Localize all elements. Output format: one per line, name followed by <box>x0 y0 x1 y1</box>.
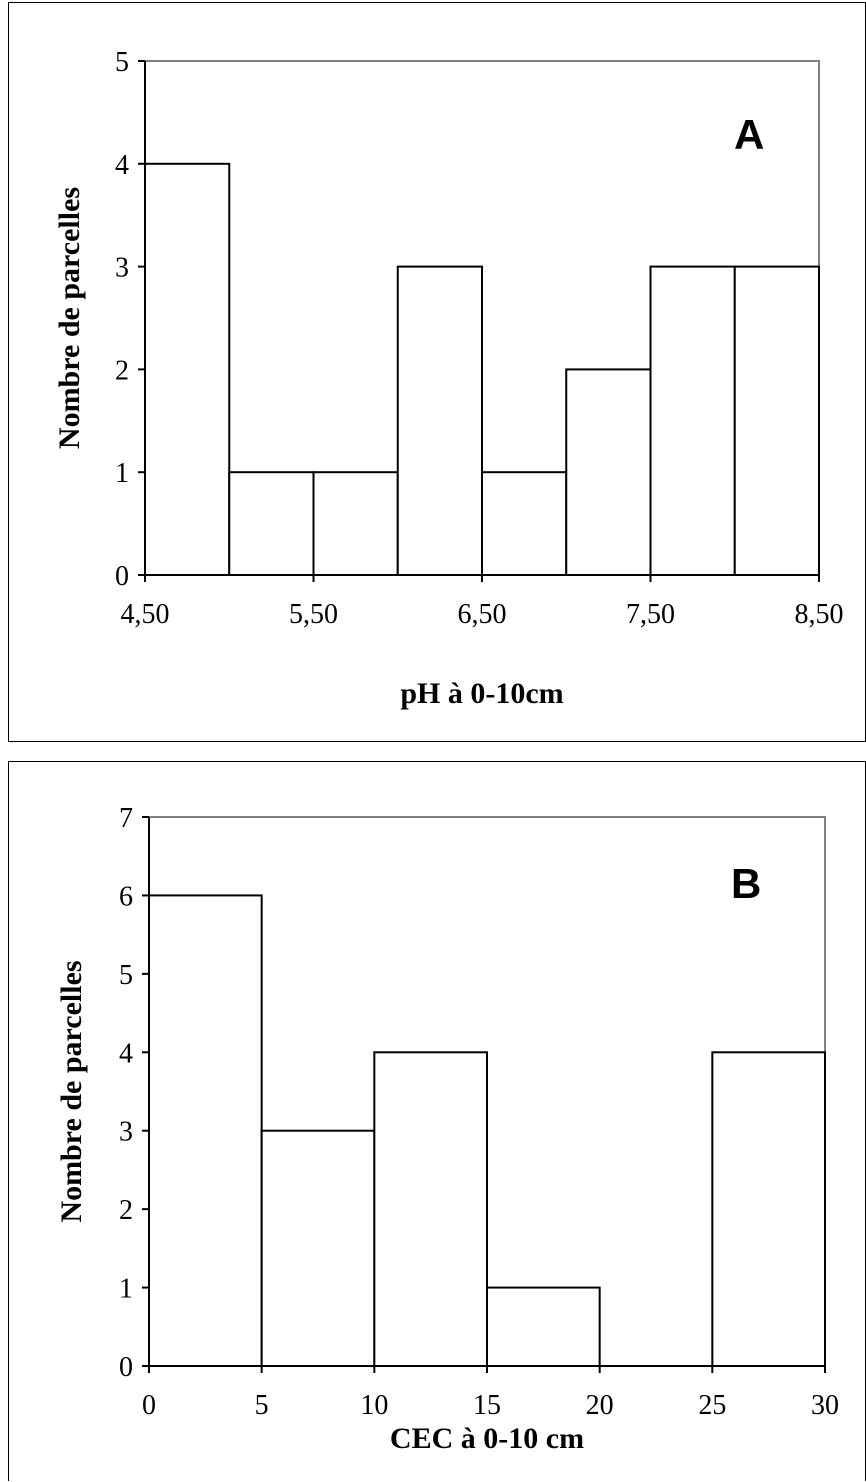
histogram-bar <box>144 162 231 577</box>
y-tick-label: 6 <box>119 881 133 912</box>
y-tick-label: 2 <box>119 1195 133 1226</box>
histogram-bar <box>228 471 315 577</box>
histogram-bar <box>260 1129 376 1368</box>
histogram-bar <box>486 1286 601 1367</box>
y-tick-label: 3 <box>119 1117 133 1148</box>
x-axis-title: pH à 0-10cm <box>400 677 563 710</box>
x-tick-label: 10 <box>360 1390 388 1421</box>
x-tick-label: 20 <box>586 1390 614 1421</box>
y-tick-label: 4 <box>119 1038 133 1069</box>
chart-panel-a: 0 1 2 3 4 5 4,50 5,50 6,50 7,50 8,50 pH à 0-10cm Nom… <box>8 2 866 742</box>
y-axis-title: Nombre de parcelles <box>55 960 88 1222</box>
x-tick-label: 7,50 <box>626 599 675 630</box>
x-tick-label: 15 <box>473 1390 501 1421</box>
y-tick-label: 5 <box>115 47 129 78</box>
y-tick-label: 1 <box>115 458 129 489</box>
x-tick-label: 30 <box>811 1390 839 1421</box>
x-tick-label: 0 <box>142 1390 156 1421</box>
panel-letter: B <box>731 860 761 907</box>
y-tick-label: 4 <box>115 150 129 181</box>
panel-letter: A <box>734 111 764 158</box>
y-tick-label: 2 <box>115 355 129 386</box>
histogram-bar <box>711 1051 826 1367</box>
histogram-bar <box>396 265 483 576</box>
x-axis-title: CEC à 0-10 cm <box>390 1422 584 1455</box>
x-tick-label: 5,50 <box>289 599 338 630</box>
x-tick-label: 8,50 <box>795 599 844 630</box>
histogram-bar <box>565 368 652 576</box>
histogram-a: 0 1 2 3 4 5 4,50 5,50 6,50 7,50 8,50 pH à 0-10cm Nom… <box>53 47 844 710</box>
y-tick-label: 0 <box>119 1352 133 1383</box>
histogram-bar <box>373 1051 489 1367</box>
y-tick-label: 1 <box>119 1274 133 1305</box>
histogram-bar <box>312 471 399 577</box>
x-tick-label: 6,50 <box>458 599 507 630</box>
y-tick-label: 0 <box>115 561 129 592</box>
histogram-bar <box>481 471 568 577</box>
y-tick-label: 3 <box>115 253 129 284</box>
y-axis-title: Nombre de parcelles <box>53 187 86 449</box>
x-tick-label: 4,50 <box>121 599 170 630</box>
histogram-bar <box>649 265 736 576</box>
y-tick-label: 7 <box>119 803 133 834</box>
x-tick-label: 5 <box>255 1390 269 1421</box>
histogram-bar <box>148 894 263 1368</box>
histogram-bar <box>733 265 820 576</box>
y-tick-label: 5 <box>119 960 133 991</box>
x-tick-label: 25 <box>698 1390 726 1421</box>
histogram-b: 0 1 2 3 4 5 6 7 0 5 10 15 20 25 30 CEC à 0-10 cm Nombre … <box>55 803 839 1455</box>
chart-panel-b: 0 1 2 3 4 5 6 7 0 5 10 15 20 25 30 CEC à 0-10 cm Nombre … <box>8 761 866 1481</box>
